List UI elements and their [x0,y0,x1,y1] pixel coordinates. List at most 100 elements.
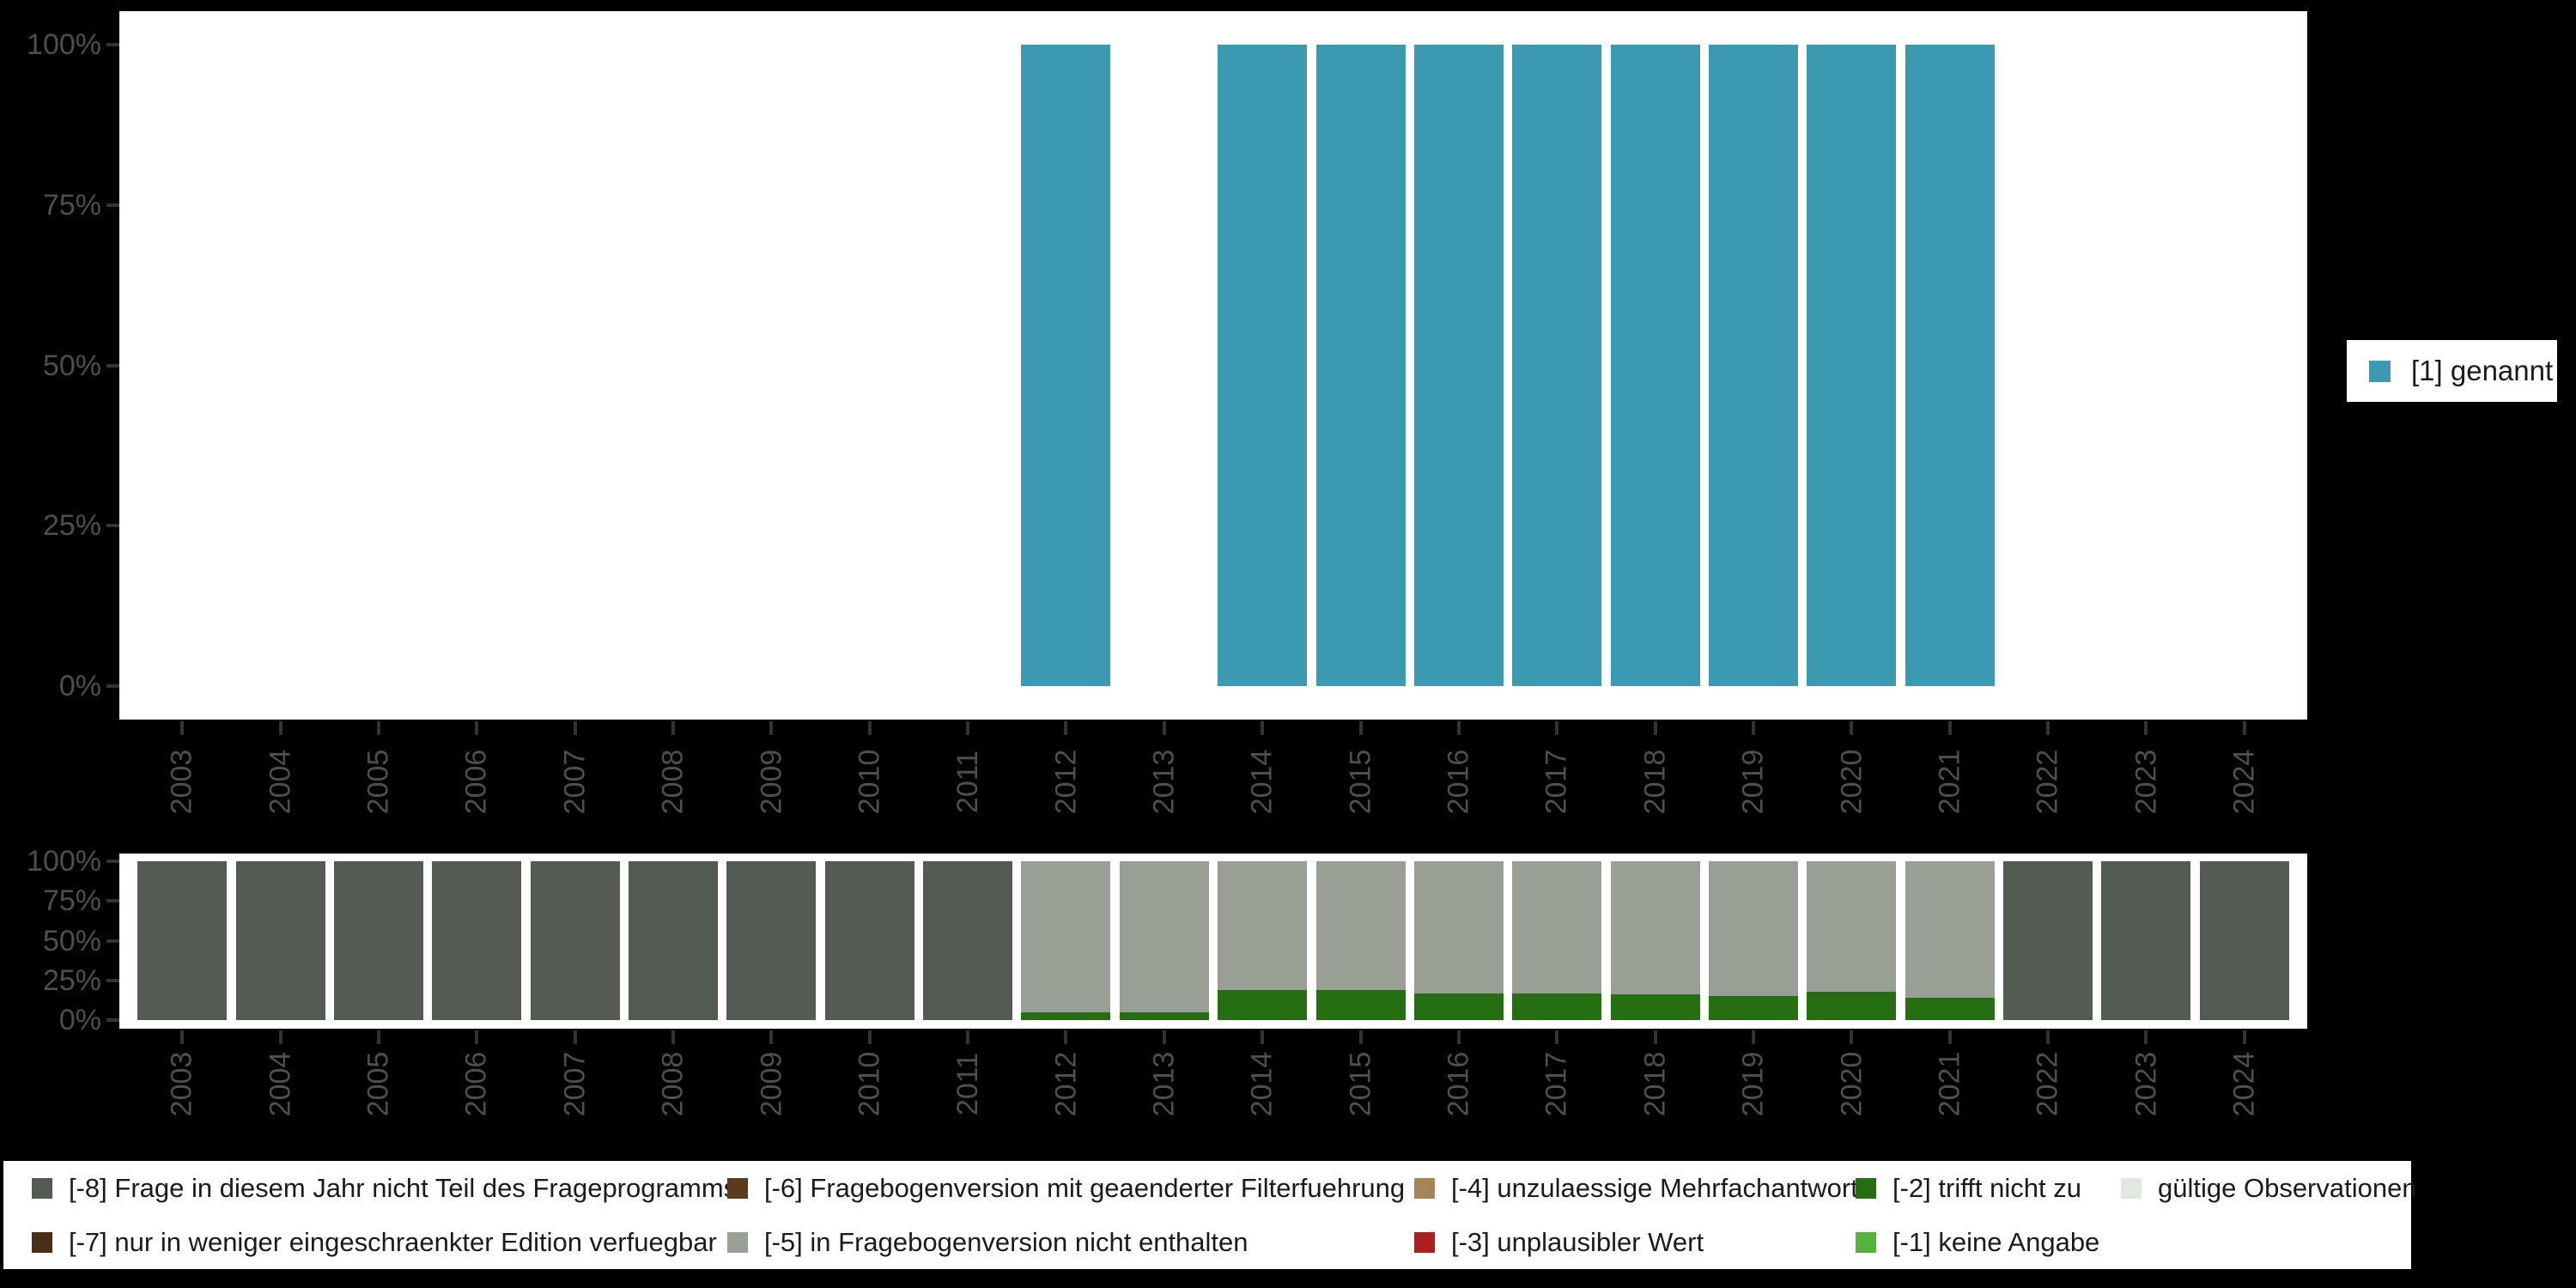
legend-label-5: [-3] unplausibler Wert [1451,1226,1704,1257]
bottom-y-label-75%: 75% [42,884,101,918]
bottom-x-label-text-2015: 2015 [1344,1051,1377,1116]
legend-label-6: [-2] trifft nicht zu [1893,1172,2081,1203]
bottom-x-tick-2022 [2046,1030,2050,1044]
bottom-x-tick-2009 [769,1030,774,1044]
bottom-y-label-25%: 25% [42,963,101,997]
top-x-label-text-2020: 2020 [1834,749,1868,814]
bottom-x-tick-2015 [1358,1030,1363,1044]
bar-2020 [1807,45,1897,686]
segment-2016-1 [1413,861,1504,993]
top-chart-legend: [1] genannt [2347,340,2557,402]
missing-codes-legend: [-8] Frage in diesem Jahr nicht Teil des… [3,1161,2417,1269]
legend-item-code--6: [-6] Fragebogenversion mit geaenderter F… [727,1173,1414,1204]
bottom-x-tick-2021 [1947,1030,1952,1044]
segment-2014-2 [1218,989,1308,1020]
top-x-label-text-2022: 2022 [2031,749,2064,814]
top-y-tick-100% [106,43,119,46]
bottom-y-tick-50% [106,939,119,943]
legend-item-code--2: [-2] trifft nicht zu [1856,1173,2121,1204]
top-x-label-text-2011: 2011 [951,750,984,813]
segment-2008-0 [629,861,718,1020]
segment-2011-0 [923,861,1013,1020]
segment-2021-1 [1905,861,1995,999]
top-x-tick-2012 [1064,721,1068,735]
legend-swatch-1 [32,1231,52,1253]
top-y-tick-0% [106,684,119,688]
bottom-y-label-50%: 50% [42,924,101,957]
bottom-x-label-text-2023: 2023 [2129,1051,2162,1116]
legend-label-3: [-5] in Fragebogenversion nicht enthalte… [764,1226,1249,1257]
bottom-x-label-text-2017: 2017 [1540,1051,1573,1116]
top-x-label-2024: 2024 [2184,721,2305,841]
top-y-tick-50% [106,363,119,368]
top-x-tick-2014 [1261,721,1265,735]
bottom-y-tick-75% [106,899,119,903]
legend-label-4: [-4] unzulaessige Mehrfachantwort [1451,1172,1858,1203]
legend-swatch-0 [32,1177,52,1199]
bottom-x-label-text-2009: 2009 [754,1051,787,1116]
segment-2020-2 [1807,991,1897,1020]
legend-item-code--8: [-8] Frage in diesem Jahr nicht Teil des… [32,1173,737,1204]
bar-2021 [1905,45,1995,686]
top-x-label-text-2003: 2003 [165,749,198,814]
top-x-label-text-2024: 2024 [2227,749,2261,814]
top-x-tick-2011 [966,721,970,735]
top-y-label-0%: 0% [58,670,101,702]
bottom-y-label-100%: 100% [27,845,101,878]
segment-2021-2 [1905,998,1995,1020]
bottom-x-tick-2004 [278,1030,283,1044]
bottom-x-label-text-2016: 2016 [1442,1051,1475,1116]
segment-2017-1 [1512,861,1602,993]
segment-2009-0 [726,861,817,1020]
top-x-label-text-2005: 2005 [361,749,395,814]
bottom-y-tick-0% [106,1018,119,1022]
segment-2023-0 [2101,861,2191,1020]
top-x-label-text-2004: 2004 [264,749,297,814]
legend-swatch-2 [727,1177,748,1199]
segment-2012-2 [1021,1012,1111,1020]
segment-2024-0 [2199,861,2289,1020]
top-x-label-text-2010: 2010 [853,749,886,814]
legend-item-code--7: [-7] nur in weniger eingeschraenkter Edi… [32,1227,727,1258]
legend-label-8: gültige Observationen [2158,1172,2417,1203]
segment-2019-2 [1709,996,1798,1020]
legend-swatch-8 [2121,1177,2142,1199]
top-x-label-text-2023: 2023 [2129,749,2162,814]
top-x-tick-2007 [573,721,577,735]
legend-label-0: [-8] Frage in diesem Jahr nicht Teil des… [69,1172,738,1203]
bottom-x-label-text-2012: 2012 [1048,1051,1082,1116]
top-x-label-text-2006: 2006 [459,749,493,814]
segment-2005-0 [333,861,423,1020]
bottom-x-tick-2006 [475,1030,479,1044]
bottom-x-tick-2011 [966,1030,970,1044]
top-x-label-text-2008: 2008 [656,749,690,814]
legend-item-valid-observations: gültige Observationen [2121,1173,2417,1204]
segment-2018-1 [1610,861,1700,995]
top-y-tick-25% [106,524,119,528]
bottom-x-tick-2012 [1064,1030,1068,1044]
top-x-tick-2009 [769,721,774,735]
segment-2015-2 [1315,989,1406,1020]
bar-2017 [1512,45,1602,686]
segment-2016-2 [1413,993,1504,1020]
top-x-tick-2004 [278,721,283,735]
segment-2022-0 [2003,861,2093,1020]
bottom-x-label-text-2019: 2019 [1736,1051,1770,1116]
bottom-x-label-text-2007: 2007 [558,1051,592,1116]
bar-2018 [1610,45,1700,686]
bar-2019 [1709,45,1798,686]
legend-item-code--1: [-1] keine Angabe [1856,1227,2121,1258]
top-x-tick-2020 [1850,721,1854,735]
bottom-x-tick-2017 [1555,1030,1559,1044]
top-y-tick-75% [106,203,119,207]
legend-swatch-genannt [2369,360,2391,382]
segment-2004-0 [235,861,325,1020]
top-x-label-text-2015: 2015 [1344,749,1377,814]
top-y-label-50%: 50% [42,349,101,382]
top-x-tick-2022 [2046,721,2050,735]
legend-swatch-6 [1856,1177,1876,1199]
bottom-x-tick-2024 [2242,1030,2246,1044]
bar-2012 [1021,45,1111,686]
top-x-label-text-2012: 2012 [1048,749,1082,814]
